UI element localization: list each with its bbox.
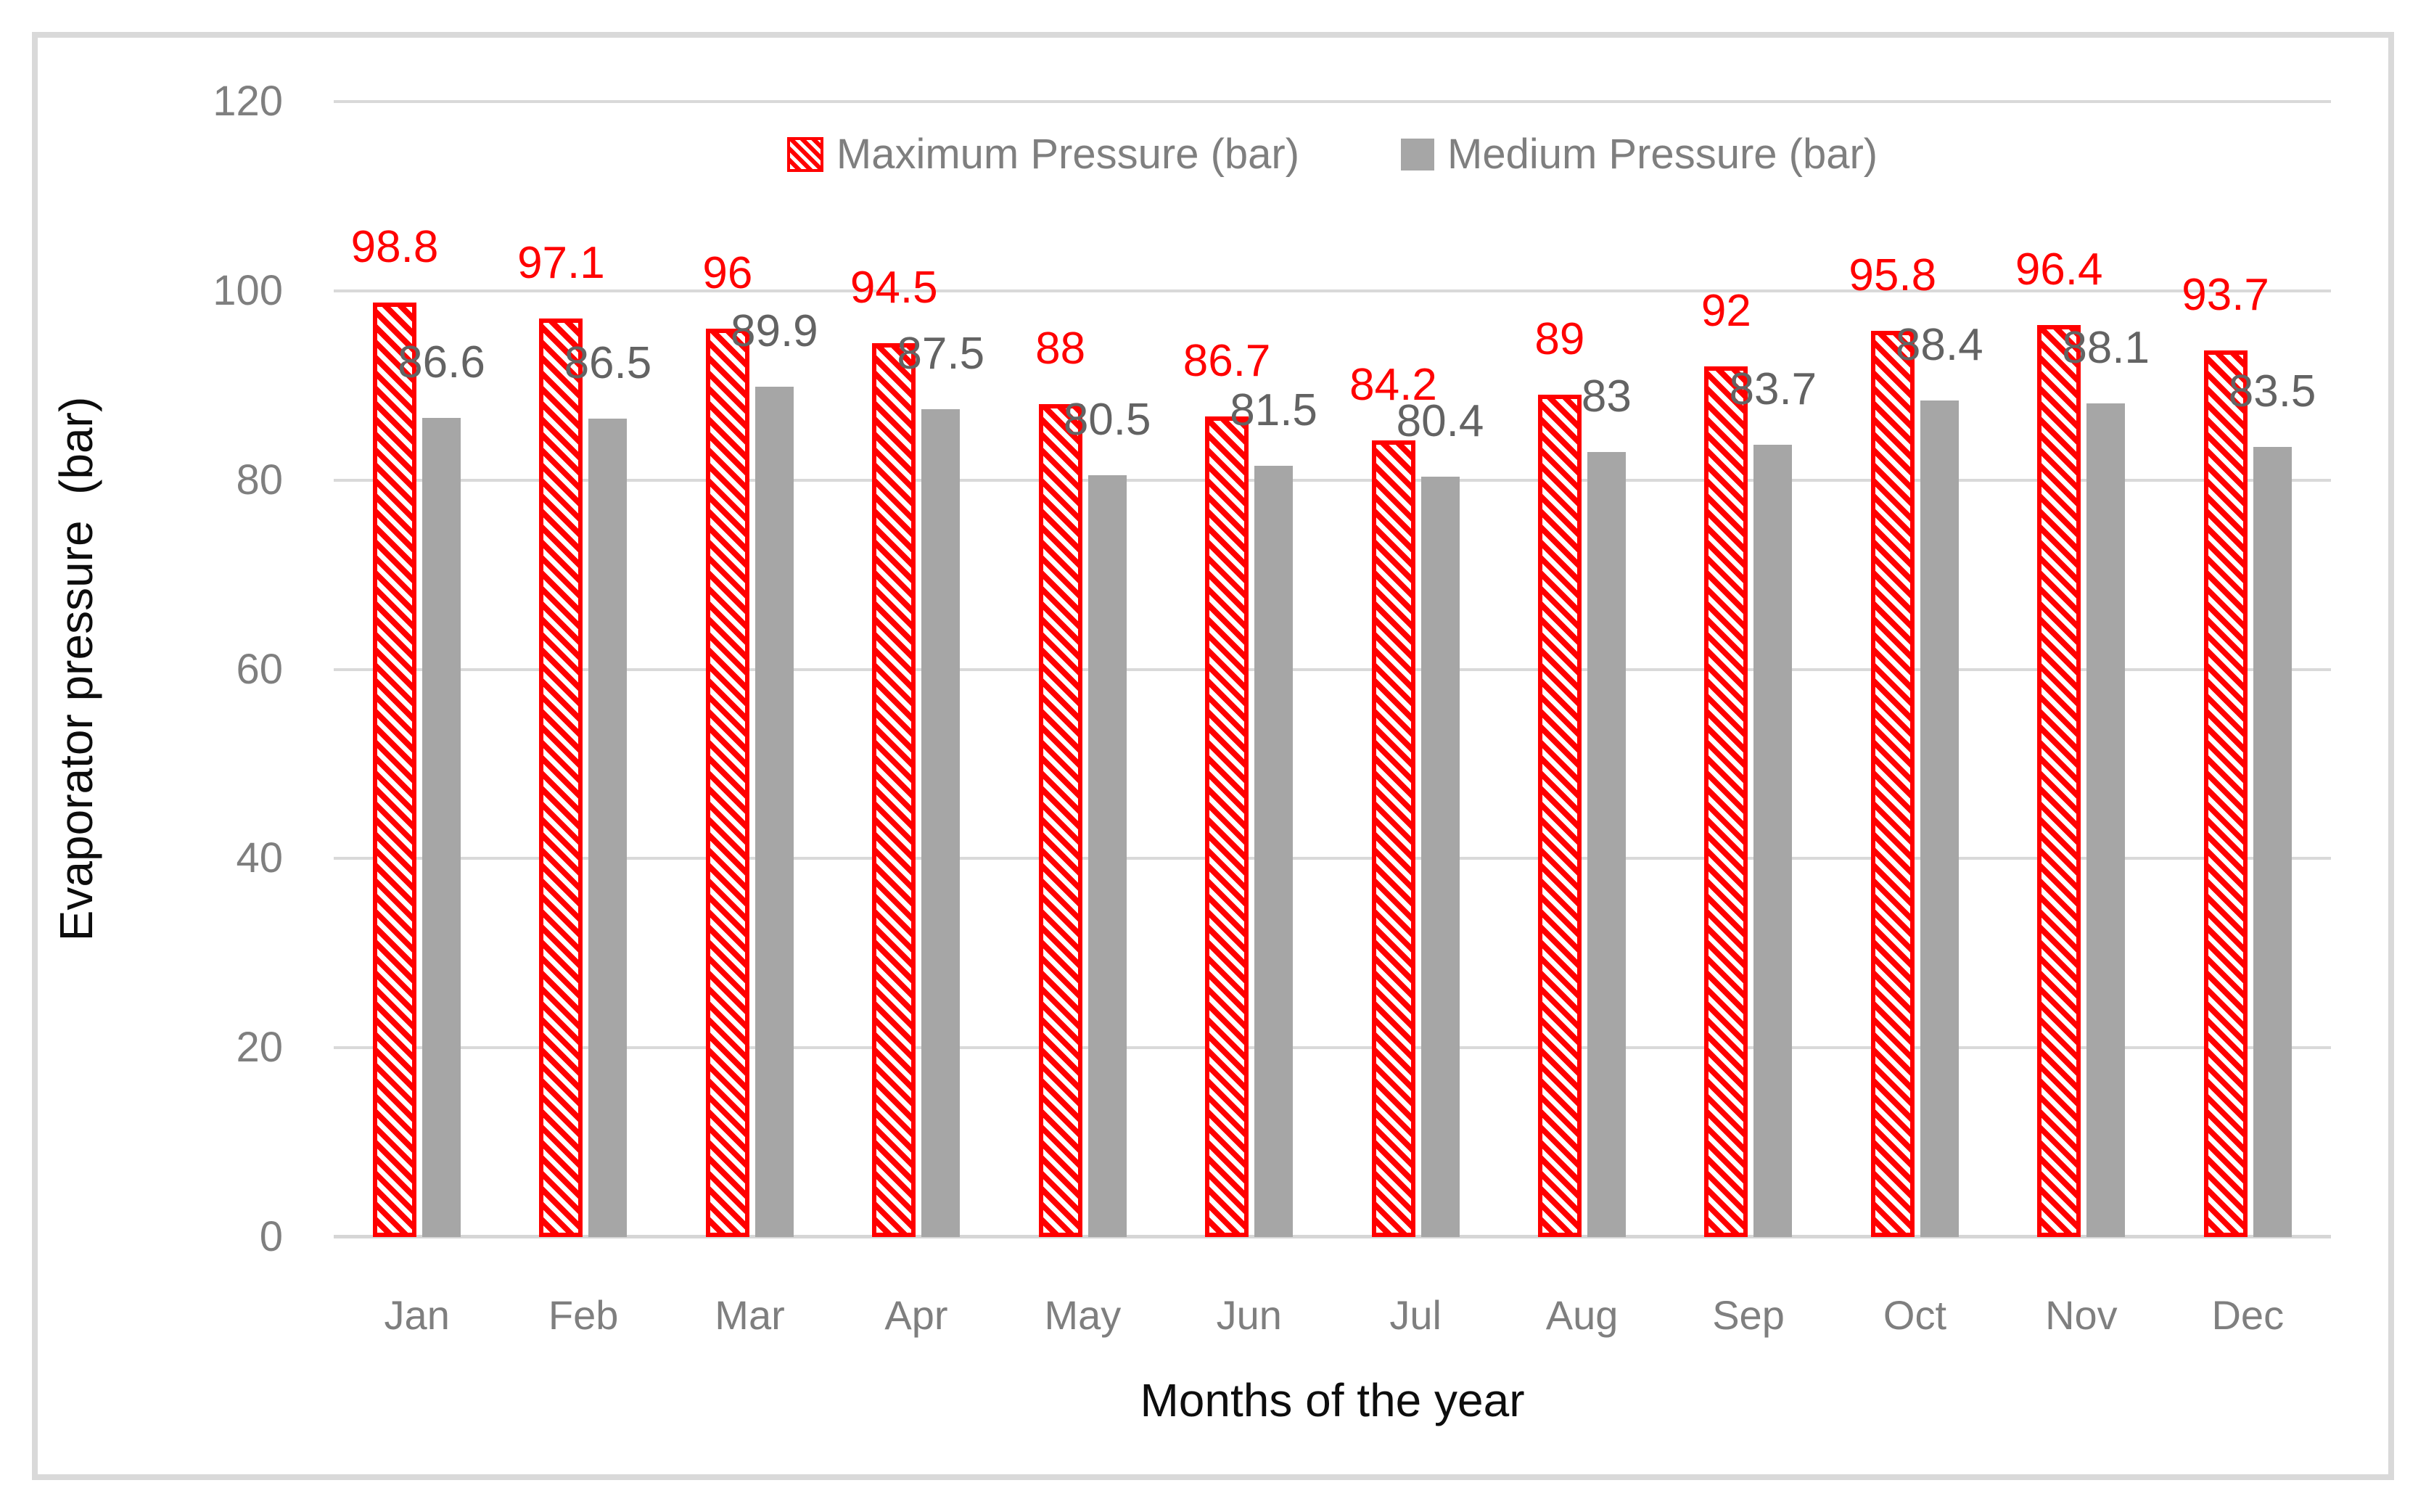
data-label-maximum-nov: 96.4 (2015, 244, 2103, 295)
data-label-maximum-jul: 84.2 (1349, 359, 1437, 410)
bar-medium-dec (2253, 447, 2292, 1237)
bar-medium-aug (1587, 451, 1626, 1237)
bar-medium-jun (1254, 466, 1294, 1237)
bar-medium-jan (422, 417, 461, 1237)
bar-medium-apr (921, 408, 961, 1237)
y-tick-label-100: 100 (213, 266, 283, 314)
category-group-feb: 97.1 86.5 Feb (500, 102, 666, 1335)
data-label-medium-jul: 80.4 (1396, 395, 1484, 446)
y-tick-label-60: 60 (236, 645, 283, 693)
bar-medium-feb (588, 418, 628, 1237)
bar-maximum-dec (2203, 350, 2248, 1237)
bar-medium-sep (1753, 445, 1793, 1237)
y-tick-label-120: 120 (213, 78, 283, 125)
bar-medium-mar (754, 386, 794, 1237)
bar-medium-may (1087, 475, 1127, 1237)
data-label-maximum-sep: 92 (1701, 286, 1751, 337)
data-label-maximum-apr: 94.5 (850, 262, 938, 313)
legend-label-maximum: Maximum Pressure (bar) (836, 131, 1300, 178)
data-label-medium-aug: 83 (1581, 371, 1632, 422)
data-label-medium-mar: 89.9 (730, 305, 818, 356)
data-label-medium-feb: 86.5 (564, 337, 652, 388)
category-group-sep: 92 83.7 Sep (1665, 102, 1831, 1336)
bar-maximum-apr (872, 342, 916, 1237)
data-label-medium-apr: 87.5 (897, 328, 985, 379)
gridline-120 (334, 100, 2331, 103)
y-tick-label-20: 20 (236, 1024, 283, 1072)
y-tick-label-0: 0 (259, 1213, 283, 1260)
category-group-may: 88 80.5 May (1000, 102, 1166, 1336)
bar-maximum-aug (1537, 395, 1582, 1237)
x-tick-label-apr: Apr (884, 1292, 948, 1338)
data-label-maximum-dec: 93.7 (2182, 270, 2269, 320)
x-tick-label-aug: Aug (1545, 1292, 1619, 1338)
data-label-maximum-jun: 86.7 (1183, 336, 1271, 387)
x-axis-line (334, 1235, 2331, 1238)
x-tick-label-sep: Sep (1712, 1292, 1785, 1338)
x-tick-label-jan: Jan (384, 1292, 450, 1338)
y-tick-label-40: 40 (236, 834, 283, 882)
data-label-maximum-may: 88 (1035, 324, 1086, 374)
category-group-jan: 98.8 86.6 Jan (334, 102, 500, 1336)
gridline-100 (334, 289, 2331, 292)
bar-maximum-nov (2037, 324, 2081, 1237)
y-axis-tick-labels: 0 20 40 60 80 100 120 (0, 78, 290, 1260)
x-tick-label-feb: Feb (548, 1292, 619, 1338)
legend-item-maximum: Maximum Pressure (bar) (786, 131, 1300, 178)
bar-maximum-oct (1870, 330, 1915, 1237)
data-label-medium-dec: 83.5 (2228, 366, 2316, 416)
category-group-dec: 93.7 83.5 Dec (2165, 102, 2331, 1336)
bar-maximum-mar (705, 329, 749, 1237)
x-tick-label-nov: Nov (2045, 1292, 2118, 1338)
legend-swatch-maximum-icon (786, 137, 823, 172)
bar-maximum-jul (1371, 440, 1415, 1237)
data-label-maximum-oct: 95.8 (1849, 250, 1937, 300)
x-tick-label-jun: Jun (1216, 1292, 1282, 1338)
bar-maximum-sep (1704, 366, 1748, 1237)
category-group-jul: 84.2 80.4 Jul (1333, 102, 1499, 1335)
bar-medium-nov (2086, 403, 2126, 1237)
legend-label-medium: Medium Pressure (bar) (1447, 131, 1878, 178)
gridline-40 (334, 857, 2331, 860)
data-label-medium-nov: 88.1 (2062, 323, 2150, 373)
legend-swatch-medium-icon (1401, 139, 1435, 170)
gridline-20 (334, 1046, 2331, 1050)
data-label-medium-sep: 83.7 (1729, 364, 1817, 415)
x-tick-label-may: May (1044, 1292, 1122, 1338)
data-label-medium-jan: 86.6 (398, 337, 485, 387)
category-group-nov: 96.4 88.1 Nov (1998, 102, 2164, 1335)
category-group-aug: 89 83 Aug (1499, 102, 1665, 1336)
x-tick-label-dec: Dec (2211, 1292, 2285, 1338)
data-label-medium-jun: 81.5 (1230, 385, 1317, 436)
bar-maximum-feb (539, 318, 583, 1237)
bar-medium-oct (1920, 400, 1959, 1237)
gridline-60 (334, 667, 2331, 671)
bar-maximum-jan (373, 302, 416, 1237)
data-label-maximum-feb: 97.1 (517, 237, 605, 288)
gridline-80 (334, 478, 2331, 482)
y-tick-label-80: 80 (236, 456, 283, 504)
category-group-jun: 86.7 81.5 Jun (1166, 102, 1332, 1336)
data-label-maximum-jan: 98.8 (350, 221, 439, 272)
legend: Maximum Pressure (bar) Medium Pressure (… (334, 122, 2331, 187)
x-tick-label-mar: Mar (715, 1292, 785, 1338)
category-group-apr: 94.5 87.5 Apr (833, 102, 999, 1335)
category-group-oct: 95.8 88.4 Oct (1832, 102, 1998, 1335)
plot-area: 98.8 86.6 Jan 97.1 86.5 Feb 96 89.9 Mar 94.5 87.5 A… (334, 100, 2331, 1336)
legend-item-medium: Medium Pressure (bar) (1401, 133, 1878, 176)
x-axis-title: Months of the year (1140, 1374, 1525, 1426)
x-tick-label-jul: Jul (1389, 1292, 1442, 1338)
category-group-mar: 96 89.9 Mar (667, 102, 833, 1336)
bar-medium-jul (1420, 476, 1460, 1237)
data-label-maximum-mar: 96 (702, 248, 753, 298)
bar-maximum-jun (1205, 416, 1249, 1237)
bar-maximum-may (1038, 404, 1082, 1237)
data-label-medium-oct: 88.4 (1895, 320, 1983, 371)
data-label-medium-may: 80.5 (1063, 395, 1151, 445)
data-label-maximum-aug: 89 (1534, 314, 1585, 365)
x-tick-label-oct: Oct (1883, 1292, 1947, 1338)
